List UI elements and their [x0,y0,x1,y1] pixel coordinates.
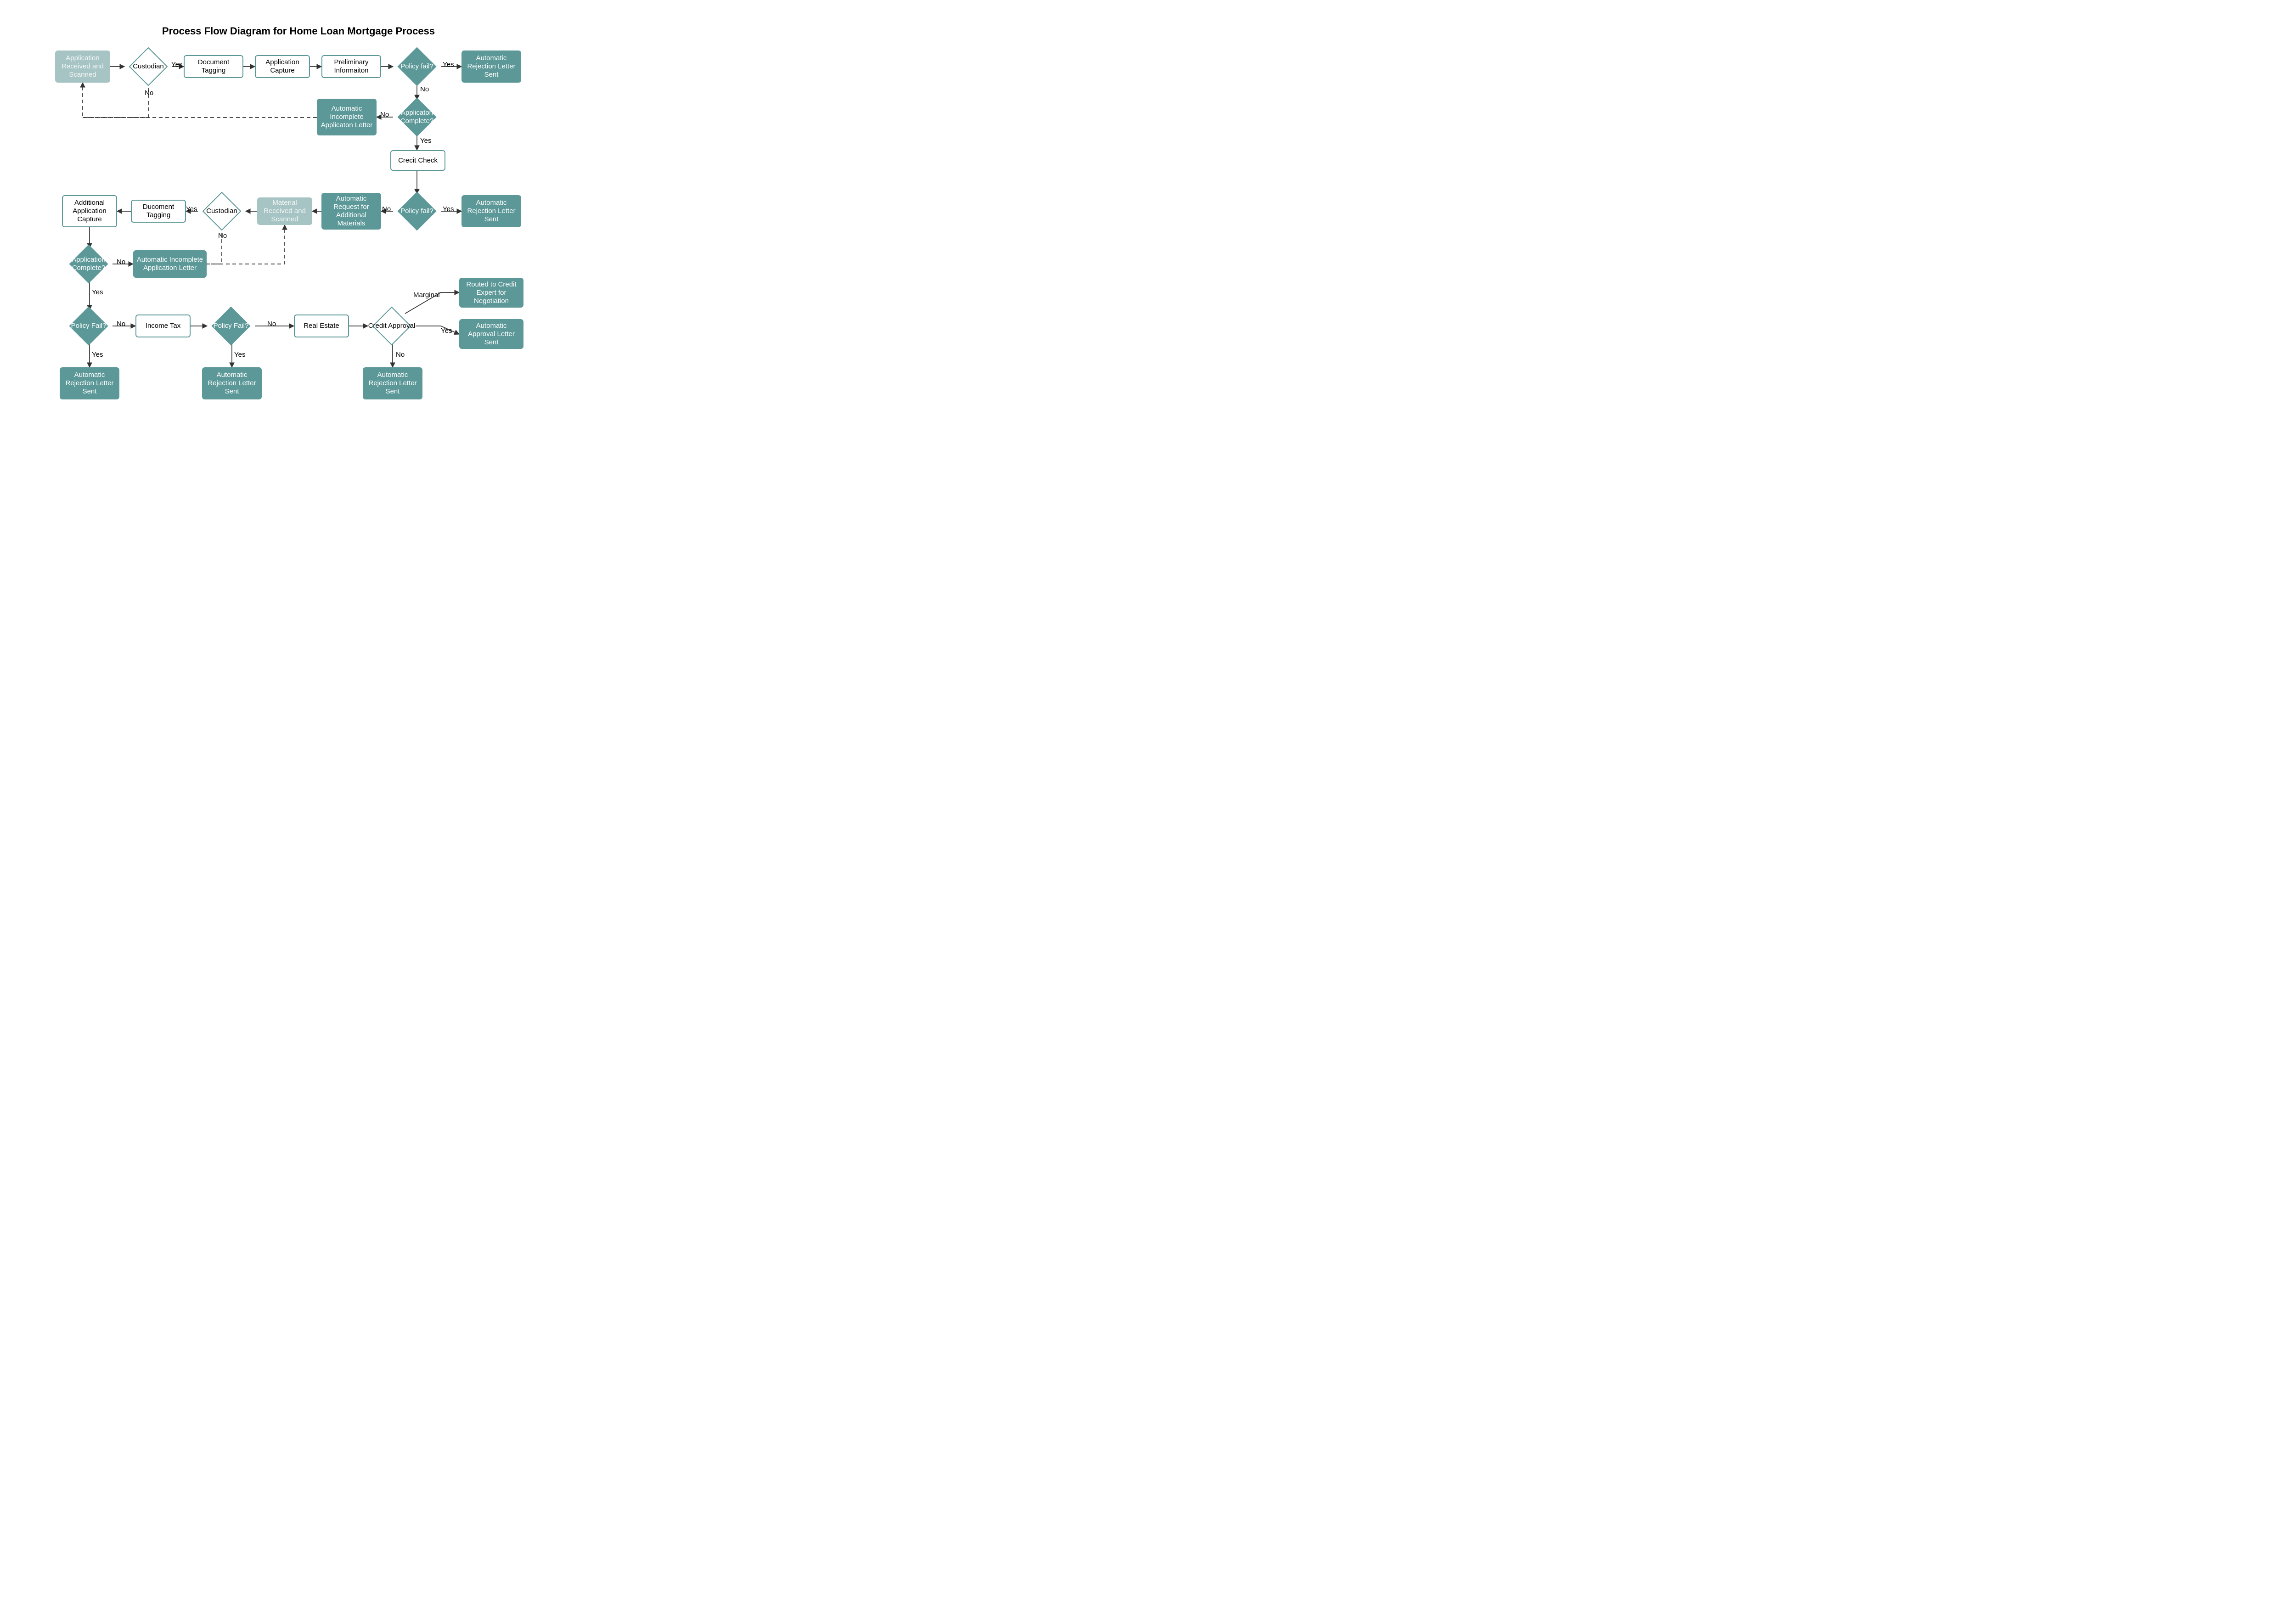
node-add_capture: Additional Application Capture [62,195,117,227]
node-reject5: Automatic Rejection Letter Sent [363,367,422,399]
edge-label-e19: Yes [92,288,103,296]
node-incomp2: Automatic Incomplete Application Letter [133,250,207,278]
node-cust2: Custodian [202,197,242,225]
edge-label-e26: No [396,351,405,359]
node-credit_approval: Credit Approval [372,312,411,340]
edge-label-d3: No [218,232,227,240]
edge-e27 [416,326,459,334]
node-approve_letter: Automatic Approval Letter Sent [459,319,523,349]
edge-label-e2: Yes [171,61,182,68]
edge-label-e24: Yes [234,351,245,359]
edge-label-e23: No [267,320,276,328]
diagram-title: Process Flow Diagram for Home Loan Mortg… [152,25,445,37]
edge-label-e11: Yes [443,205,454,213]
node-doc_tag1: Document Tagging [184,55,243,78]
node-policy1: Policy fail? [397,53,437,80]
edge-label-e18: No [117,258,125,266]
edge-label-e20: Yes [92,351,103,359]
node-doc_tag2: Ducoment Tagging [131,200,186,223]
node-policy2: Policy fail? [397,197,437,225]
edge-label-e9: Yes [420,137,431,145]
node-reject2: Automatic Rejection Letter Sent [461,195,521,227]
edge-d4 [207,225,285,264]
edge-d1 [83,82,148,118]
node-policy4: Policy Fail? [211,312,251,340]
node-reject4: Automatic Rejection Letter Sent [202,367,262,399]
edge-label-e15: Yes [186,205,197,213]
node-app_complete2: Application Complete? [69,250,108,278]
node-app_recv: Application Received and Scanned [55,51,110,83]
edge-label-e6: Yes [443,61,454,68]
node-app_complete1: Applicaton Complete? [397,103,437,131]
node-cust1: Custodian [129,53,168,80]
edge-label-e21: No [117,320,125,328]
edge-label-d1: No [145,89,153,97]
node-incomp1: Automatic Incomplete Applicaton Letter [317,99,377,135]
node-income_tax: Income Tax [135,314,191,337]
node-reject3: Automatic Rejection Letter Sent [60,367,119,399]
edge-label-e12: No [382,205,391,213]
flowchart-canvas: Process Flow Diagram for Home Loan Mortg… [0,0,597,441]
edge-label-e8: No [380,111,389,118]
node-app_capture: Application Capture [255,55,310,78]
edge-label-e7: No [420,85,429,93]
node-reject1: Automatic Rejection Letter Sent [461,51,521,83]
edge-label-e28: Marginal [413,291,440,299]
node-policy3: Policy Fail? [69,312,108,340]
edge-label-e27: Yes [441,327,452,335]
node-credit_check: Crecit Check [390,150,445,171]
node-mat_recv: Material Received and Scanned [257,197,312,225]
node-req_add: Automatic Request for Additional Materia… [321,193,381,230]
node-routed: Routed to Credit Expert for Negotiation [459,278,523,308]
node-prelim: Preliminary Informaiton [321,55,381,78]
node-real_estate: Real Estate [294,314,349,337]
